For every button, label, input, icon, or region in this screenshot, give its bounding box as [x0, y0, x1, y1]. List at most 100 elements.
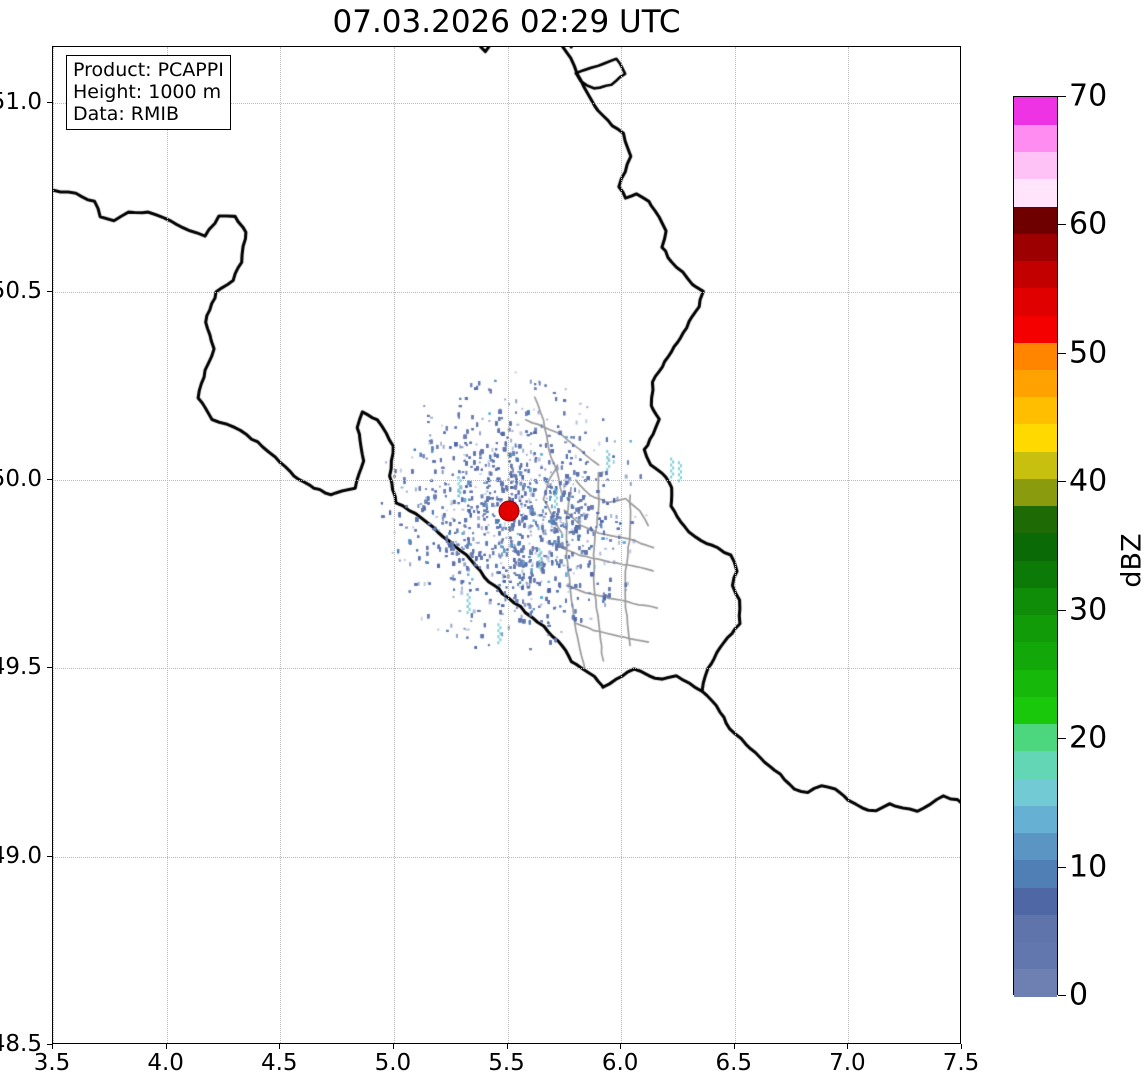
colorbar-tick: [1058, 995, 1066, 996]
y-axis-tick: [47, 1044, 52, 1045]
y-axis-tick-label: 50.0: [0, 466, 42, 493]
y-axis-tick-label: 51.0: [0, 89, 42, 116]
colorbar-tick-label: 30: [1069, 592, 1108, 628]
colorbar-tick-label: 0: [1069, 977, 1089, 1013]
colorbar-band: [1014, 532, 1057, 561]
colorbar-band: [1014, 423, 1057, 452]
product-info-box: Product: PCAPPI Height: 1000 m Data: RMI…: [66, 55, 231, 130]
gridline-vertical: [507, 47, 509, 1043]
colorbar-tick: [1058, 866, 1066, 868]
x-axis-tick: [392, 1044, 394, 1049]
colorbar-band: [1014, 887, 1057, 915]
x-axis-tick: [847, 1044, 849, 1049]
x-axis-tick: [279, 1044, 281, 1049]
colorbar-band: [1014, 124, 1057, 153]
gridline-horizontal: [53, 480, 960, 482]
dbz-colorbar: [1013, 96, 1058, 997]
colorbar-band: [1014, 832, 1057, 861]
colorbar-band: [1014, 478, 1057, 507]
colorbar-band: [1014, 859, 1057, 888]
y-axis-tick-label: 50.5: [0, 277, 42, 304]
y-axis-tick: [47, 667, 52, 669]
colorbar-tick: [1058, 481, 1066, 483]
gridline-vertical: [848, 47, 850, 1043]
y-axis-tick: [47, 855, 52, 857]
colorbar-tick-label: 60: [1069, 206, 1108, 242]
x-axis-tick: [52, 1044, 53, 1049]
x-axis-tick: [506, 1044, 508, 1049]
radar-echo-canvas: [53, 47, 960, 1043]
x-axis-tick-label: 3.5: [33, 1050, 71, 1076]
gridline-horizontal: [53, 291, 960, 293]
x-axis-tick-label: 5.0: [374, 1050, 412, 1076]
gridline-vertical: [393, 47, 395, 1043]
x-axis-tick-label: 6.5: [715, 1050, 753, 1076]
gridline-vertical: [166, 47, 168, 1043]
info-data-line: Data: RMIB: [73, 103, 180, 125]
y-axis-tick: [47, 290, 52, 292]
radar-site-marker: [498, 500, 520, 522]
colorbar-band: [1014, 614, 1057, 643]
colorbar-tick-label: 50: [1069, 335, 1108, 371]
y-axis-tick: [47, 479, 52, 481]
x-axis-tick: [961, 1044, 962, 1049]
y-axis-tick-label: 49.0: [0, 842, 42, 869]
colorbar-band: [1014, 205, 1057, 234]
colorbar-band: [1014, 587, 1057, 616]
colorbar-band: [1014, 451, 1057, 479]
colorbar-tick-label: 70: [1069, 78, 1108, 114]
x-axis-tick-label: 7.0: [829, 1050, 866, 1076]
gridline-vertical: [621, 47, 623, 1043]
gridline-horizontal: [53, 856, 960, 858]
gridline-horizontal: [53, 103, 960, 105]
colorbar-band: [1014, 369, 1057, 398]
colorbar-tick: [1058, 609, 1066, 611]
x-axis-tick: [165, 1044, 167, 1049]
colorbar-band: [1014, 941, 1057, 970]
colorbar-band: [1014, 505, 1057, 534]
y-axis-tick: [47, 102, 52, 104]
colorbar-band: [1014, 696, 1057, 725]
colorbar-band: [1014, 805, 1057, 834]
x-axis-tick: [620, 1044, 622, 1049]
colorbar-tick: [1058, 224, 1066, 226]
colorbar-band: [1014, 287, 1057, 316]
page-title: 07.03.2026 02:29 UTC: [332, 4, 681, 40]
colorbar-tick: [1058, 738, 1066, 740]
info-height-line: Height: 1000 m: [73, 81, 222, 103]
y-axis-tick-label: 49.5: [0, 654, 42, 681]
colorbar-band: [1014, 778, 1057, 806]
colorbar-axis-label: dBZ: [1116, 533, 1145, 588]
x-axis-tick-label: 6.0: [601, 1050, 639, 1076]
colorbar-tick: [1058, 96, 1066, 97]
colorbar-band: [1014, 342, 1057, 370]
colorbar-band: [1014, 314, 1057, 343]
colorbar-band: [1014, 641, 1057, 670]
x-axis-tick-label: 4.0: [147, 1050, 184, 1076]
colorbar-tick: [1058, 352, 1066, 354]
colorbar-tick-label: 20: [1069, 720, 1108, 756]
colorbar-band: [1014, 914, 1057, 943]
x-axis-tick-label: 4.5: [260, 1050, 298, 1076]
colorbar-band: [1014, 723, 1057, 752]
colorbar-tick-label: 40: [1069, 463, 1108, 499]
colorbar-band: [1014, 151, 1057, 180]
gridline-horizontal: [53, 668, 960, 670]
colorbar-band: [1014, 260, 1057, 289]
gridline-vertical: [280, 47, 282, 1043]
x-axis-tick-label: 5.5: [488, 1050, 525, 1076]
colorbar-band: [1014, 233, 1057, 262]
gridline-vertical: [53, 47, 54, 1043]
colorbar-band: [1014, 178, 1057, 207]
colorbar-band: [1014, 396, 1057, 425]
radar-map-plot: Product: PCAPPI Height: 1000 m Data: RMI…: [52, 46, 961, 1044]
y-axis-tick-label: 48.5: [0, 1031, 42, 1057]
colorbar-tick-label: 10: [1069, 849, 1108, 885]
x-axis-tick: [733, 1044, 735, 1049]
info-product-line: Product: PCAPPI: [73, 59, 224, 81]
colorbar-band: [1014, 968, 1057, 997]
gridline-vertical: [734, 47, 736, 1043]
colorbar-band: [1014, 750, 1057, 779]
colorbar-band: [1014, 560, 1057, 588]
x-axis-tick-label: 7.5: [942, 1050, 980, 1076]
